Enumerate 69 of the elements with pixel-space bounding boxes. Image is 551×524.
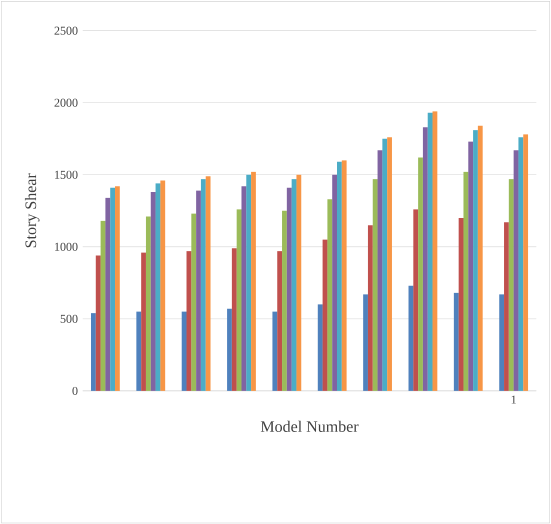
y-tick-label: 1500 (55, 170, 78, 179)
bar (292, 178, 296, 391)
bar (100, 220, 106, 391)
bar (337, 162, 342, 391)
y-tick-label: 2000 (54, 98, 78, 107)
y-tick-label: 500 (60, 314, 78, 323)
bar (196, 190, 201, 391)
bar (523, 134, 528, 391)
y-tick-label: 0 (72, 386, 78, 395)
bar (387, 137, 392, 391)
bar (378, 150, 382, 391)
bar (232, 248, 237, 391)
y-tick-label: 1000 (55, 242, 78, 251)
bar (508, 178, 514, 391)
bar (206, 176, 211, 391)
bar (182, 312, 187, 391)
bar (504, 222, 509, 391)
bar (286, 188, 292, 391)
bar (463, 172, 468, 391)
bar (236, 209, 242, 391)
x-tick-label: 1 (512, 395, 516, 404)
bar (110, 188, 116, 391)
bar (200, 178, 206, 391)
bar (277, 250, 282, 391)
bar (156, 183, 160, 391)
bar (241, 186, 246, 391)
bar (342, 160, 347, 391)
bar (428, 112, 433, 391)
bar (408, 286, 414, 391)
bar (160, 180, 166, 391)
bar (468, 141, 474, 391)
bar (186, 250, 192, 391)
bar (363, 294, 368, 391)
bar (136, 312, 142, 391)
bar (368, 225, 373, 391)
bar (422, 127, 428, 391)
bar (246, 174, 252, 391)
bar (296, 174, 302, 391)
y-axis-title: Story Shear (24, 173, 40, 248)
bar (418, 157, 423, 391)
bar (150, 192, 156, 391)
x-axis-title: Model Number (260, 420, 358, 432)
bar (332, 174, 337, 391)
bar (105, 198, 110, 391)
bar (318, 304, 323, 391)
bar (382, 138, 388, 391)
bar (478, 126, 483, 391)
bar (90, 312, 96, 391)
bar (146, 216, 151, 391)
bar (372, 178, 378, 391)
bar (251, 172, 256, 391)
bar (514, 150, 518, 391)
bar (473, 130, 478, 391)
bar (458, 218, 464, 391)
bar (141, 252, 146, 391)
bar (282, 210, 287, 391)
bar (115, 186, 120, 391)
bar (322, 239, 328, 391)
bar (454, 292, 459, 391)
bar (432, 111, 438, 391)
bar (96, 255, 101, 391)
bar (272, 312, 278, 391)
bar (518, 137, 524, 391)
bar (227, 308, 232, 391)
bar (499, 294, 504, 391)
bar (413, 209, 418, 391)
bar (191, 214, 196, 391)
bar (327, 199, 332, 391)
y-tick-label: 2500 (54, 26, 78, 35)
